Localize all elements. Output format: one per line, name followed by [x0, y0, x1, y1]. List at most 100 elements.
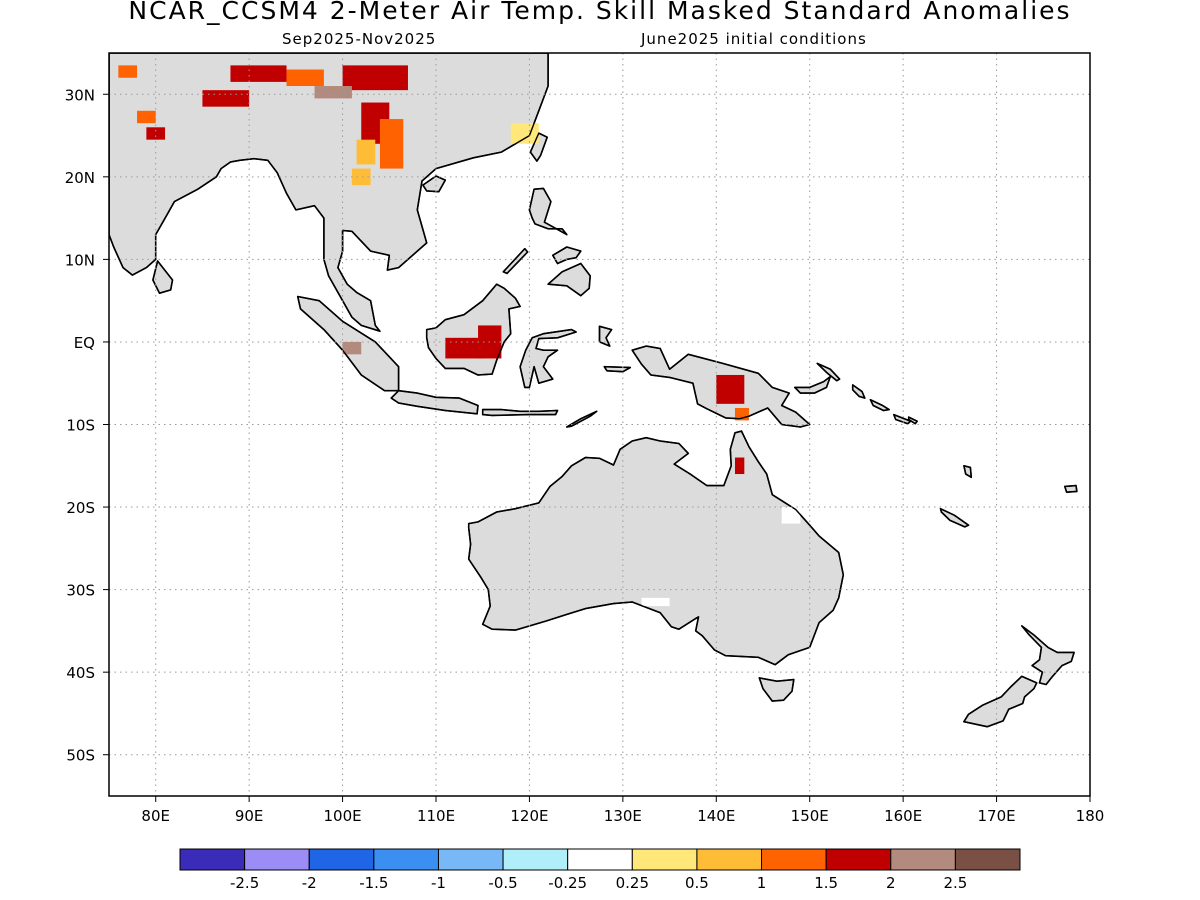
colorbar-swatch — [567, 848, 633, 871]
anomaly-cell — [286, 69, 324, 87]
coastline — [893, 413, 912, 425]
anomaly-cell — [342, 65, 408, 91]
colorbar: -2.5 -2 -1.5 -1 -0.5 -0.25 0.25 0.5 1 1.5 2 2.5 — [179, 848, 1021, 892]
coastline — [939, 508, 970, 528]
lon-tick-label: 140E — [697, 807, 735, 825]
coastline — [794, 375, 831, 394]
lon-tick-label: 80E — [141, 807, 170, 825]
colorbar-label: -2 — [302, 874, 317, 892]
anomaly-layer — [109, 53, 1078, 728]
coastline — [547, 262, 591, 297]
colorbar-label: -1 — [431, 874, 446, 892]
lat-tick-label: 10N — [65, 251, 95, 269]
colorbar-label: -1.5 — [359, 874, 388, 892]
coastline — [963, 465, 972, 478]
anomaly-cell — [734, 457, 745, 475]
coastline — [631, 345, 811, 428]
masked-cell — [641, 597, 670, 607]
anomaly-cell — [356, 139, 376, 165]
colorbar-label: 0.25 — [616, 874, 649, 892]
coastline — [758, 677, 795, 702]
coastline — [109, 53, 549, 332]
anomaly-cell — [118, 65, 138, 78]
lat-tick-label: EQ — [74, 334, 95, 352]
coastline — [528, 187, 568, 236]
anomaly-cell — [351, 168, 371, 186]
colorbar-swatch — [244, 848, 310, 871]
colorbar-label: -0.5 — [488, 874, 517, 892]
coastline — [152, 260, 174, 294]
colorbar-label: 2 — [886, 874, 896, 892]
colorbar-swatch — [761, 848, 827, 871]
colorbar-swatch — [437, 848, 504, 871]
coastline — [390, 390, 479, 415]
forecast-period: Sep2025-Nov2025 — [282, 30, 437, 48]
colorbar-swatch — [631, 848, 698, 871]
colorbar-label: 0.5 — [685, 874, 709, 892]
coastline — [963, 675, 1038, 728]
axis-labels: 30N 20N 10N EQ 10S 20S 30S 40S 50S 80E 90E 100E 110E… — [65, 86, 1105, 825]
anomaly-cell — [379, 119, 404, 169]
coastline — [552, 246, 582, 265]
coastline — [598, 325, 613, 347]
anomaly-cell — [146, 127, 166, 140]
coastline — [426, 283, 521, 376]
coastline — [1021, 625, 1075, 686]
coastline — [869, 399, 890, 412]
anomaly-cell — [137, 110, 156, 124]
lat-tick-label: 40S — [66, 664, 95, 682]
coastline — [529, 132, 548, 162]
lon-tick-label: 130E — [604, 807, 642, 825]
colorbar-swatch — [308, 848, 375, 871]
lon-tick-label: 170E — [978, 807, 1016, 825]
colorbar-swatch — [502, 848, 569, 871]
lat-tick-label: 30N — [65, 86, 95, 104]
coastline — [852, 384, 866, 399]
colorbar-label: 2.5 — [943, 874, 967, 892]
colorbar-swatch — [696, 848, 763, 871]
coastline — [482, 408, 559, 417]
anomaly-cell — [716, 374, 745, 404]
lat-tick-label: 20S — [66, 499, 95, 517]
masked-cell — [566, 366, 605, 384]
colorbar-label: 1.5 — [814, 874, 838, 892]
anomaly-cell — [510, 123, 539, 144]
coastline — [908, 416, 918, 425]
lon-tick-label: 120E — [510, 807, 548, 825]
lon-tick-label: 160E — [884, 807, 922, 825]
lat-tick-label: 20N — [65, 169, 95, 187]
colorbar-swatch — [373, 848, 439, 871]
coastline — [502, 247, 529, 275]
lon-tick-label: 90E — [235, 807, 264, 825]
colorbar-swatch — [890, 848, 956, 871]
masked-cell — [781, 507, 801, 524]
lon-tick-label: 100E — [324, 807, 362, 825]
colorbar-label: -2.5 — [230, 874, 259, 892]
initial-conditions: June2025 initial conditions — [641, 30, 867, 48]
coastline — [297, 295, 400, 392]
coastline — [422, 175, 446, 193]
map-title: NCAR_CCSM4 2-Meter Air Temp. Skill Maske… — [128, 0, 1072, 25]
anomaly-cell — [314, 86, 352, 99]
colorbar-label: -0.25 — [548, 874, 587, 892]
lon-tick-label: 150E — [791, 807, 829, 825]
colorbar-swatch — [825, 848, 892, 871]
anomaly-cell — [202, 90, 250, 107]
colorbar-swatch — [179, 848, 246, 871]
colorbar-label: 1 — [757, 874, 767, 892]
lat-tick-label: 10S — [66, 417, 95, 435]
lon-tick-label: 110E — [417, 807, 455, 825]
coastline — [603, 366, 631, 373]
masked-cell — [417, 296, 441, 314]
anomaly-cell — [230, 65, 287, 82]
coastline — [468, 430, 844, 666]
coastline — [1064, 484, 1078, 493]
coastline — [816, 362, 841, 382]
colorbar-swatch — [954, 848, 1021, 871]
grid-layer — [109, 53, 1091, 796]
lon-tick-label: 180 — [1076, 807, 1105, 825]
lat-tick-label: 50S — [66, 747, 95, 765]
coastline — [519, 328, 577, 389]
lat-tick-label: 30S — [66, 582, 95, 600]
